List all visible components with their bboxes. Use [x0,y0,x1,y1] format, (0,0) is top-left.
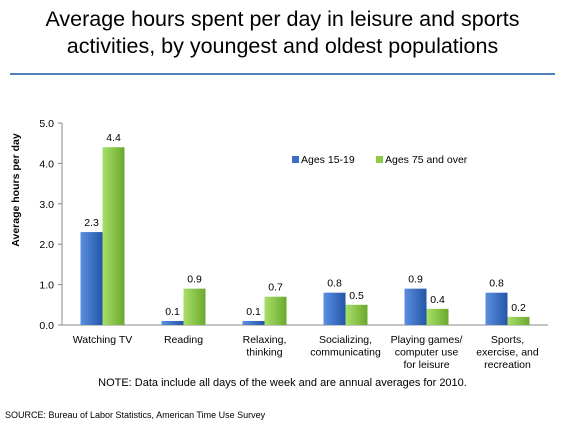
chart-title: Average hours spent per day in leisure a… [0,6,565,60]
x-tick-label: for leisure [403,359,449,371]
bar-ages-75-over [264,296,287,325]
data-label: 0.4 [430,294,445,306]
data-label: 0.9 [408,274,423,286]
bar-ages-15-19 [404,288,427,325]
y-axis-label: Average hours per day [10,133,22,247]
data-label: 0.1 [165,306,180,318]
bar-ages-15-19 [242,320,265,325]
data-label: 0.8 [327,278,342,290]
y-tick-label: 1.0 [39,280,54,292]
legend-label-ages-75-over: Ages 75 and over [385,154,468,166]
data-label: 2.3 [84,217,99,229]
bar-ages-15-19 [161,320,184,325]
x-tick-label: recreation [484,359,531,371]
bar-ages-15-19 [323,292,346,325]
x-tick-label: Playing games/ [391,334,463,346]
x-tick-label: Watching TV [73,334,133,346]
y-tick-label: 0.0 [39,320,54,332]
chart-source: SOURCE: Bureau of Labor Statistics, Amer… [5,410,266,420]
y-tick-label: 4.0 [39,158,54,170]
data-label: 4.4 [106,132,121,144]
data-label: 0.7 [268,282,283,294]
x-tick-label: Sports, [491,334,524,346]
bar-ages-75-over [183,288,206,325]
y-tick-label: 5.0 [39,118,54,130]
x-tick-label: thinking [246,347,282,359]
x-tick-label: Relaxing, [243,334,287,346]
x-tick-label: computer use [395,347,459,359]
chart-title-line-1: Average hours spent per day in leisure a… [45,7,520,31]
data-label: 0.8 [489,278,504,290]
legend-label-ages-15-19: Ages 15-19 [301,154,355,166]
data-label: 0.2 [511,302,526,314]
bar-ages-75-over [426,308,449,325]
data-label: 0.1 [246,306,261,318]
x-tick-label: communicating [310,347,381,359]
chart-note: NOTE: Data include all days of the week … [98,377,467,389]
legend-swatch-ages-75-over [376,156,383,163]
bar-ages-75-over [507,316,530,325]
title-divider [10,73,555,75]
y-tick-label: 3.0 [39,199,54,211]
bar-ages-75-over [345,304,368,325]
bar-ages-15-19 [485,292,508,325]
data-label: 0.9 [187,274,202,286]
x-tick-label: exercise, and [476,347,539,359]
data-label: 0.5 [349,290,364,302]
bar-ages-15-19 [80,232,103,325]
bar-ages-75-over [102,147,125,325]
x-tick-label: Reading [164,334,203,346]
x-tick-label: Socializing, [319,334,372,346]
chart-title-line-2: activities, by youngest and oldest popul… [66,34,499,58]
y-tick-label: 2.0 [39,239,54,251]
legend-swatch-ages-15-19 [292,156,299,163]
